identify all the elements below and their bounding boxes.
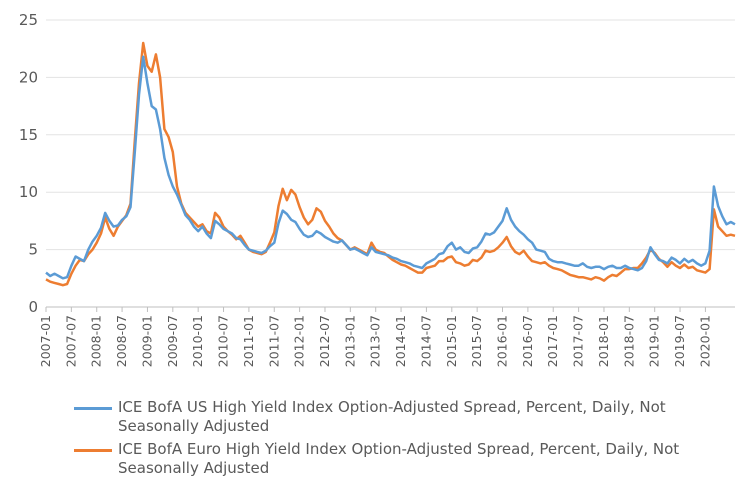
x-tick-label: 2018-07: [621, 315, 636, 367]
y-tick-label: 0: [28, 298, 38, 316]
x-tick-label: 2015-07: [469, 315, 484, 367]
y-tick-label: 20: [19, 68, 38, 86]
legend-label-euro: ICE BofA Euro High Yield Index Option-Ad…: [118, 440, 680, 477]
y-tick-label: 15: [19, 126, 38, 144]
x-tick-label: 2010-07: [216, 315, 231, 367]
y-axis: 0 5 10 15 20 25: [19, 11, 38, 316]
x-axis: 2007-01 2007-07 2008-01 2008-07 2009-01 2009-…: [38, 307, 712, 367]
x-tick-label: 2017-07: [571, 315, 586, 367]
x-tick-label: 2017-01: [545, 315, 560, 367]
x-tick-label: 2016-01: [495, 315, 510, 367]
legend: ICE BofA US High Yield Index Option-Adju…: [74, 398, 744, 478]
x-tick-label: 2016-07: [520, 315, 535, 367]
x-tick-label: 2008-07: [114, 315, 129, 367]
series-line-euro-high-yield: [45, 41, 736, 287]
x-tick-label: 2013-01: [342, 315, 357, 367]
x-tick-label: 2019-01: [647, 315, 662, 367]
y-tick-label: 25: [19, 11, 38, 29]
x-tick-label: 2007-01: [38, 315, 53, 367]
legend-entry-us: ICE BofA US High Yield Index Option-Adju…: [74, 398, 744, 436]
x-tick-label: 2011-07: [266, 315, 281, 367]
x-tick-label: 2020-01: [697, 315, 712, 367]
x-tick-label: 2011-01: [241, 315, 256, 367]
y-tick-label: 10: [19, 183, 38, 201]
x-tick-label: 2019-07: [672, 315, 687, 367]
gridlines: [46, 19, 735, 308]
x-tick-label: 2008-01: [89, 315, 104, 367]
series-lines: [45, 41, 736, 287]
x-tick-label: 2014-01: [393, 315, 408, 367]
x-tick-label: 2012-01: [292, 315, 307, 367]
legend-label-us: ICE BofA US High Yield Index Option-Adju…: [118, 398, 666, 435]
x-tick-label: 2018-01: [596, 315, 611, 367]
x-tick-label: 2015-01: [444, 315, 459, 367]
x-tick-label: 2014-07: [418, 315, 433, 367]
x-tick-label: 2009-07: [165, 315, 180, 367]
y-tick-label: 5: [28, 241, 38, 259]
series-line-us-high-yield: [45, 55, 736, 280]
x-tick-label: 2010-01: [190, 315, 205, 367]
legend-swatch-euro: [74, 449, 112, 452]
x-tick-label: 2007-07: [63, 315, 78, 367]
x-tick-label: 2009-01: [139, 315, 154, 367]
x-tick-label: 2012-07: [317, 315, 332, 367]
x-tick-label: 2013-07: [368, 315, 383, 367]
legend-swatch-us: [74, 407, 112, 410]
legend-entry-euro: ICE BofA Euro High Yield Index Option-Ad…: [74, 440, 744, 478]
